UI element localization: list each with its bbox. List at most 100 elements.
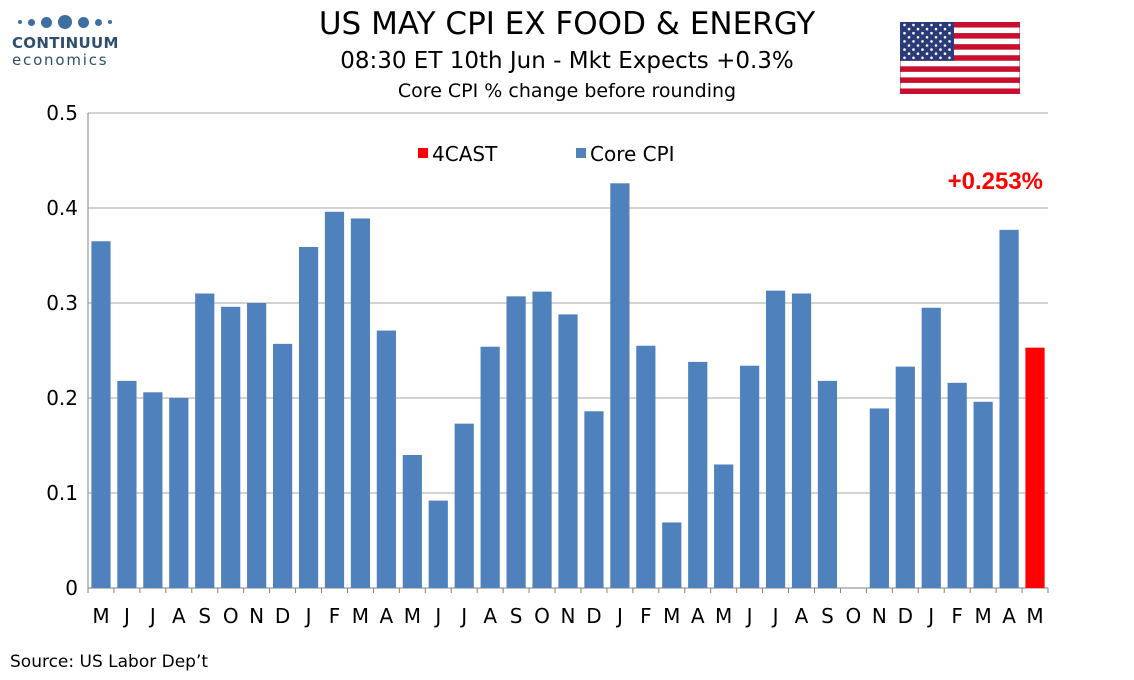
core-cpi-bar — [117, 380, 137, 588]
x-tick-label: J — [433, 604, 441, 628]
core-cpi-bar — [480, 346, 500, 588]
flag-star — [916, 27, 920, 31]
x-tick-label: O — [534, 604, 550, 628]
flag-star — [921, 40, 924, 43]
core-cpi-bar — [973, 401, 993, 588]
x-tick-label: S — [821, 604, 834, 628]
x-tick-label: M — [92, 604, 109, 628]
x-tick-label: A — [380, 604, 394, 628]
core-cpi-bar — [169, 398, 189, 588]
x-tick-label: D — [275, 604, 290, 628]
y-tick-label: 0.5 — [46, 101, 78, 125]
core-cpi-bar — [999, 229, 1019, 588]
flag-star — [925, 52, 929, 55]
flag-star — [925, 27, 929, 31]
x-tick-label: D — [898, 604, 913, 628]
x-tick-label: M — [352, 604, 369, 628]
flag-star — [921, 56, 924, 60]
x-tick-label: J — [459, 604, 467, 628]
flag-star — [907, 27, 911, 31]
logo: CONTINUUM economics — [12, 14, 132, 69]
core-cpi-bar — [791, 293, 812, 588]
core-cpi-bar — [947, 382, 967, 588]
flag-star — [934, 27, 938, 31]
core-cpi-bar — [195, 293, 215, 588]
chart-title: US MAY CPI EX FOOD & ENERGY — [318, 6, 816, 42]
chart-subtitle: 08:30 ET 10th Jun - Mkt Expects +0.3% — [340, 48, 794, 74]
logo-name: CONTINUUM — [12, 34, 119, 52]
source-note: Source: US Labor Dep’t — [10, 652, 209, 672]
x-tick-label: J — [771, 604, 779, 628]
x-tick-label: A — [172, 604, 186, 628]
logo-sub: economics — [12, 51, 109, 69]
core-cpi-bar — [662, 522, 682, 588]
x-tick-label: J — [304, 604, 312, 628]
core-cpi-bar — [869, 408, 889, 588]
x-tick-label: M — [975, 604, 992, 628]
x-tick-label: O — [846, 604, 862, 628]
x-tick-label: N — [872, 604, 887, 628]
legend-label: 4CAST — [432, 142, 498, 166]
core-cpi-bar — [350, 218, 371, 588]
flag-star — [916, 44, 920, 47]
x-tick-label: S — [510, 604, 523, 628]
flag-star — [903, 23, 906, 27]
flag-star — [903, 31, 906, 35]
flag-star — [907, 36, 911, 39]
flag-star — [948, 40, 951, 43]
x-tick-label: M — [1026, 604, 1043, 628]
flag-star — [948, 48, 951, 51]
core-cpi-bar — [765, 290, 786, 588]
x-tick-label: O — [223, 604, 239, 628]
core-cpi-bar — [221, 306, 241, 588]
flag-star — [925, 44, 929, 47]
x-tick-label: N — [561, 604, 576, 628]
flag-star — [921, 31, 924, 35]
x-tick-label: F — [951, 604, 963, 628]
core-cpi-bar — [895, 366, 915, 588]
core-cpi-bar — [428, 500, 448, 588]
x-tick-label: J — [926, 604, 934, 628]
flag-star — [912, 40, 915, 43]
core-cpi-bar — [454, 423, 474, 588]
flag-star — [948, 23, 951, 27]
y-tick-label: 0.3 — [46, 291, 78, 315]
flag-star — [943, 44, 947, 47]
flag-star — [916, 52, 920, 55]
flag-star — [939, 48, 942, 51]
flag-star — [939, 56, 942, 60]
core-cpi-bar — [298, 246, 319, 588]
flag-star — [934, 36, 938, 39]
flag-star — [939, 40, 942, 43]
flag-star — [943, 52, 947, 55]
flag-star — [912, 56, 915, 60]
core-cpi-bar — [272, 343, 293, 588]
core-cpi-bar — [247, 303, 267, 588]
flag-star — [912, 23, 915, 27]
x-tick-label: M — [715, 604, 732, 628]
flag-star — [934, 52, 938, 55]
core-cpi-bar — [636, 345, 656, 588]
flag-star — [921, 48, 924, 51]
x-tick-label: J — [745, 604, 753, 628]
core-cpi-bar — [714, 464, 734, 588]
flag-star — [930, 48, 933, 51]
core-cpi-bar — [688, 361, 708, 588]
flag-star — [903, 56, 906, 60]
core-cpi-bar — [558, 314, 578, 588]
flag-star — [939, 23, 942, 27]
x-tick-label: A — [691, 604, 705, 628]
core-cpi-bar — [584, 411, 604, 588]
core-cpi-bar — [610, 183, 630, 589]
x-tick-label: N — [249, 604, 264, 628]
flag-star — [930, 56, 933, 60]
flag-star — [903, 40, 906, 43]
core-cpi-bar — [402, 455, 422, 588]
flag-star — [925, 36, 929, 39]
x-tick-label: M — [404, 604, 421, 628]
flag-star — [948, 31, 951, 35]
y-tick-label: 0.2 — [46, 386, 78, 410]
x-tick-label: F — [640, 604, 652, 628]
flag-star — [930, 31, 933, 35]
core-cpi-bar — [324, 211, 345, 589]
